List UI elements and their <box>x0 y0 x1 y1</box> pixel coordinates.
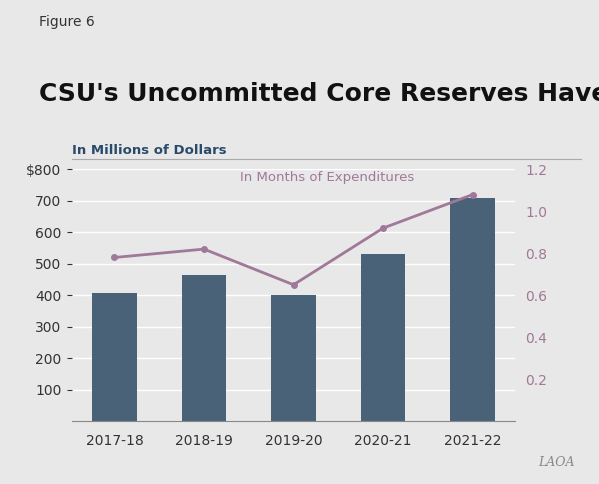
Text: CSU's Uncommitted Core Reserves Have Increased: CSU's Uncommitted Core Reserves Have Inc… <box>39 82 599 106</box>
Text: LAOA: LAOA <box>539 456 575 469</box>
Bar <box>271 295 316 421</box>
Bar <box>181 275 226 421</box>
Bar <box>361 255 406 421</box>
Bar <box>92 293 137 421</box>
Bar <box>450 197 495 421</box>
Text: In Millions of Dollars: In Millions of Dollars <box>72 144 226 157</box>
Text: Figure 6: Figure 6 <box>39 15 95 29</box>
Text: In Months of Expenditures: In Months of Expenditures <box>240 171 415 184</box>
